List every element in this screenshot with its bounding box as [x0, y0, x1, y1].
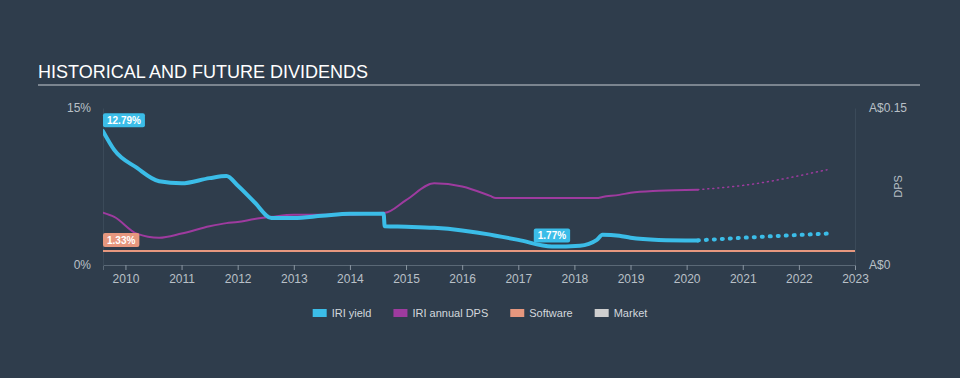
x-tick: 2022 [786, 265, 813, 286]
series-line [698, 234, 827, 241]
x-tick-label: 2010 [113, 272, 140, 286]
legend-label: IRI annual DPS [412, 307, 488, 319]
legend-item: IRI yield [313, 307, 372, 319]
x-tick: 2023 [842, 265, 869, 286]
title-rule [38, 85, 920, 86]
y2-tick: A$0.15 [855, 101, 907, 115]
x-tick: 2021 [730, 265, 757, 286]
x-tick-label: 2013 [281, 272, 308, 286]
y-tick: 0% [74, 258, 103, 272]
legend-label: Software [529, 307, 572, 319]
y-tick: 15% [67, 101, 103, 115]
x-tick: 2016 [449, 265, 476, 286]
page: {"chart_data": { "type": "line", "title"… [0, 0, 960, 378]
x-tick: 2014 [337, 265, 364, 286]
x-tick: 2019 [618, 265, 645, 286]
x-tick-label: 2014 [337, 272, 364, 286]
x-tick: 2010 [113, 265, 140, 286]
x-tick-mark [687, 265, 688, 270]
series-line [103, 183, 698, 237]
x-tick: 2012 [225, 265, 252, 286]
legend-item: Software [510, 307, 572, 319]
y-tick-label: 0% [74, 258, 92, 272]
legend-swatch [393, 309, 407, 317]
x-tick-mark [574, 265, 575, 270]
x-tick-mark [855, 265, 856, 270]
x-tick: 2020 [674, 265, 701, 286]
chart: HISTORICAL AND FUTURE DIVIDENDS201020112… [0, 0, 960, 378]
x-tick-mark [182, 265, 183, 270]
x-tick-mark [631, 265, 632, 270]
x-tick-label: 2012 [225, 272, 252, 286]
y2-tick: A$0 [855, 258, 891, 272]
legend-swatch [313, 309, 327, 317]
x-tick-label: 2018 [562, 272, 589, 286]
x-tick-mark [350, 265, 351, 270]
data-label: 1.77% [534, 228, 570, 242]
data-label-text: 1.77% [538, 230, 566, 241]
x-tick-label: 2011 [169, 272, 195, 286]
x-tick: 2011 [169, 265, 195, 286]
y2-axis-title: DPS [892, 175, 904, 198]
legend-swatch [595, 309, 609, 317]
x-tick-label: 2021 [730, 272, 757, 286]
x-tick-label: 2019 [618, 272, 645, 286]
data-label-text: 12.79% [107, 115, 141, 126]
legend-item: Market [595, 307, 648, 319]
plot-area [103, 131, 855, 251]
x-tick-mark [406, 265, 407, 270]
data-label-box [103, 113, 145, 127]
legend-item: IRI annual DPS [393, 307, 488, 319]
x-axis: 2010 2011 2012 2013 2014 2015 2016 2017 2018 2019… [104, 265, 870, 286]
data-label: 1.33% [103, 233, 139, 247]
x-tick-mark [799, 265, 800, 270]
y2-tick-label: A$0.15 [869, 101, 907, 115]
legend-swatch [510, 309, 524, 317]
series-line [103, 131, 698, 246]
x-tick: 2017 [505, 265, 532, 286]
x-tick: 2013 [281, 265, 308, 286]
legend: IRI yield IRI annual DPS Software Market [313, 307, 648, 319]
x-tick-mark [743, 265, 744, 270]
data-label-box [534, 228, 570, 242]
x-tick-mark [238, 265, 239, 270]
series-line [103, 250, 855, 252]
x-tick-mark [294, 265, 295, 270]
series-line [698, 170, 827, 190]
x-axis-line [104, 266, 856, 271]
background [0, 0, 960, 378]
x-tick-label: 2020 [674, 272, 701, 286]
y-axis: 0% 15% [67, 101, 104, 272]
legend-label: Market [614, 307, 648, 319]
x-tick: 2015 [393, 265, 420, 286]
title: HISTORICAL AND FUTURE DIVIDENDS [38, 62, 368, 82]
data-label-box [103, 233, 139, 247]
legend-label: IRI yield [332, 307, 372, 319]
x-tick-label: 2015 [393, 272, 420, 286]
x-tick-mark [462, 265, 463, 270]
x-tick-label: 2016 [449, 272, 476, 286]
y2-tick-label: A$0 [869, 258, 891, 272]
x-tick: 2018 [562, 265, 589, 286]
y2-axis-line [855, 109, 856, 266]
x-tick-mark [518, 265, 519, 270]
y-tick-label: 15% [67, 101, 91, 115]
y2-axis: A$0 A$0.15 [855, 101, 907, 272]
data-label: 12.79% [103, 113, 145, 127]
data-label-text: 1.33% [107, 235, 135, 246]
x-tick-label: 2023 [842, 272, 869, 286]
data-labels: 12.79% 1.77% 1.33% [103, 113, 570, 247]
x-tick-label: 2022 [786, 272, 813, 286]
x-tick-mark [125, 265, 126, 270]
x-tick-label: 2017 [505, 272, 532, 286]
